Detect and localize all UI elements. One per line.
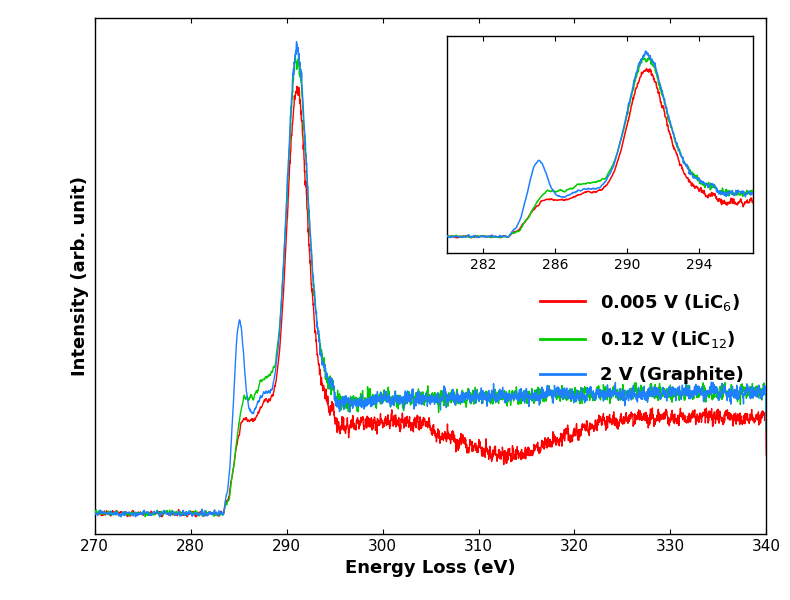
Y-axis label: Intensity (arb. unit): Intensity (arb. unit) — [71, 176, 89, 376]
X-axis label: Energy Loss (eV): Energy Loss (eV) — [345, 559, 516, 577]
Legend: 0.005 V (LiC$_6$), 0.12 V (LiC$_{12}$), 2 V (Graphite): 0.005 V (LiC$_6$), 0.12 V (LiC$_{12}$), … — [532, 284, 750, 391]
